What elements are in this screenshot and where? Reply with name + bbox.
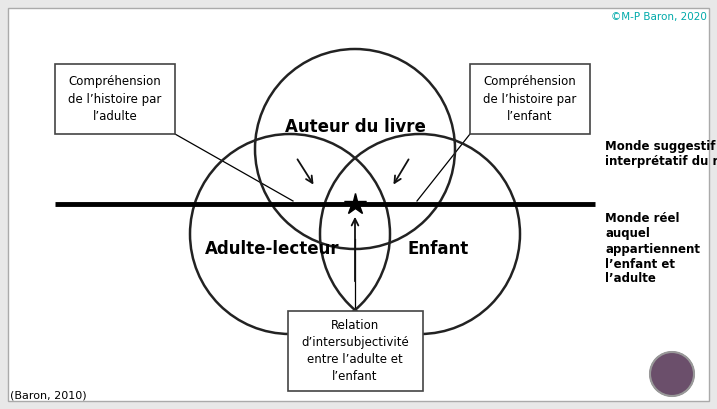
Circle shape xyxy=(650,352,694,396)
Text: Auteur du livre: Auteur du livre xyxy=(285,118,425,136)
Text: Relation
d’intersubjectivité
entre l’adulte et
l’enfant: Relation d’intersubjectivité entre l’adu… xyxy=(301,319,409,383)
FancyBboxPatch shape xyxy=(55,64,175,134)
FancyBboxPatch shape xyxy=(288,311,422,391)
Text: (Baron, 2010): (Baron, 2010) xyxy=(10,391,87,401)
Text: ©M-P Baron, 2020: ©M-P Baron, 2020 xyxy=(611,12,707,22)
Text: Monde réel
auquel
appartiennent
l’enfant et
l’adulte: Monde réel auquel appartiennent l’enfant… xyxy=(605,213,700,285)
Text: Compréhension
de l’histoire par
l’enfant: Compréhension de l’histoire par l’enfant xyxy=(483,76,576,123)
Text: Adulte-lecteur: Adulte-lecteur xyxy=(204,240,339,258)
Text: Compréhension
de l’histoire par
l’adulte: Compréhension de l’histoire par l’adulte xyxy=(68,76,162,123)
FancyBboxPatch shape xyxy=(470,64,590,134)
FancyBboxPatch shape xyxy=(8,8,709,401)
Text: Monde suggestif et
interprétatif du récit: Monde suggestif et interprétatif du réci… xyxy=(605,140,717,168)
Text: Enfant: Enfant xyxy=(407,240,469,258)
